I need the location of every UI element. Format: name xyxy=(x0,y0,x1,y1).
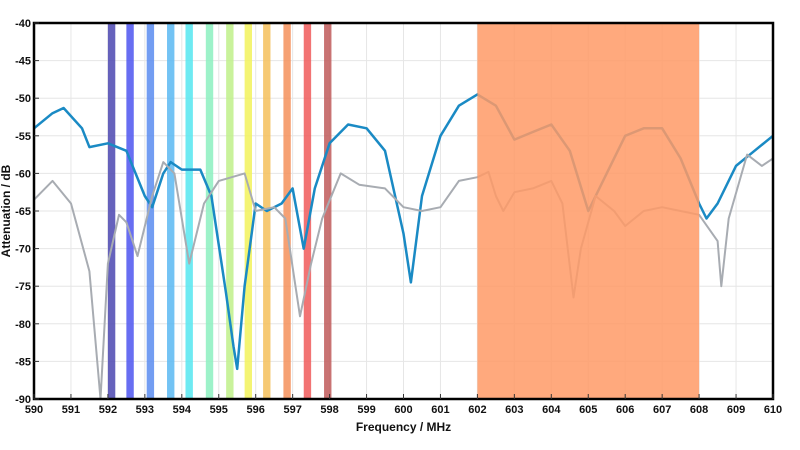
channel-band xyxy=(107,23,116,399)
x-axis-label: Frequency / MHz xyxy=(356,420,451,434)
x-tick-label: 599 xyxy=(357,404,375,416)
y-tick-label: -40 xyxy=(15,18,31,30)
y-tick-label: -60 xyxy=(15,168,31,180)
channel-band xyxy=(185,23,193,399)
channel-band xyxy=(283,23,291,399)
x-tick-label: 602 xyxy=(468,404,486,416)
x-tick-label: 595 xyxy=(210,404,228,416)
channel-band xyxy=(126,23,134,399)
channel-band xyxy=(226,23,234,399)
x-tick-label: 607 xyxy=(653,404,671,416)
channel-band xyxy=(167,23,175,399)
y-tick-label: -45 xyxy=(15,56,31,68)
x-tick-label: 594 xyxy=(173,404,192,416)
x-tick-label: 598 xyxy=(320,404,338,416)
y-tick-label: -65 xyxy=(15,206,31,218)
x-tick-label: 597 xyxy=(283,404,301,416)
highlight-region xyxy=(477,23,700,399)
x-tick-label: 600 xyxy=(394,404,412,416)
x-tick-label: 603 xyxy=(505,404,523,416)
x-tick-label: 610 xyxy=(764,404,782,416)
channel-band xyxy=(303,23,312,399)
channel-band xyxy=(324,23,332,399)
x-tick-label: 590 xyxy=(25,404,43,416)
channel-band xyxy=(205,23,214,399)
channel-band xyxy=(244,23,253,399)
x-tick-label: 606 xyxy=(616,404,634,416)
y-tick-label: -85 xyxy=(15,356,31,368)
x-tick-label: 608 xyxy=(690,404,708,416)
y-tick-label: -55 xyxy=(15,131,31,143)
x-tick-label: 604 xyxy=(542,404,561,416)
y-axis-label: Attenuation / dB xyxy=(0,164,13,257)
x-tick-label: 601 xyxy=(431,404,449,416)
x-tick-label: 591 xyxy=(62,404,80,416)
y-tick-label: -70 xyxy=(15,244,31,256)
channel-band xyxy=(146,23,155,399)
y-tick-label: -50 xyxy=(15,93,31,105)
x-tick-label: 593 xyxy=(136,404,154,416)
x-tick-label: 605 xyxy=(579,404,597,416)
y-tick-label: -90 xyxy=(15,394,31,406)
x-tick-label: 592 xyxy=(99,404,117,416)
x-tick-label: 596 xyxy=(247,404,265,416)
x-tick-label: 609 xyxy=(727,404,745,416)
y-tick-label: -75 xyxy=(15,281,31,293)
y-tick-label: -80 xyxy=(15,319,31,331)
